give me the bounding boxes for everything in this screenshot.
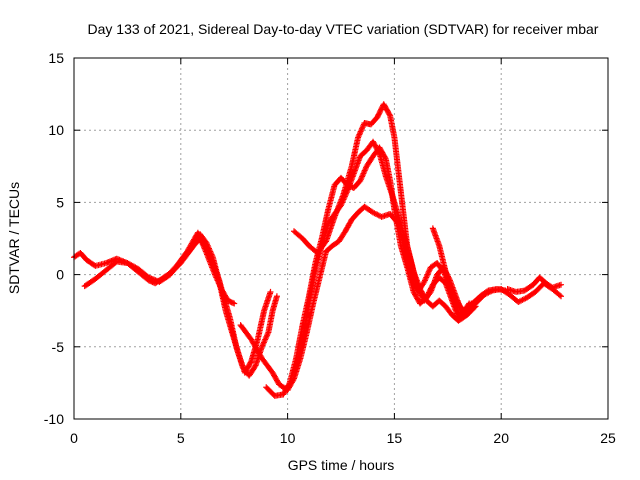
x-axis-label: GPS time / hours	[288, 457, 395, 473]
data-point-marker	[466, 300, 473, 307]
tick-layer: 0 5 10 15 20 25 -10 -5 0 5 10 15	[44, 50, 616, 446]
y-tick-label: -10	[44, 411, 64, 427]
y-tick-label: 0	[56, 267, 64, 283]
data-point-marker	[386, 111, 393, 118]
x-tick-label: 0	[70, 430, 78, 446]
series-7	[291, 101, 479, 324]
series-6	[293, 138, 473, 372]
y-tick-label: 5	[56, 194, 64, 210]
data-point-marker	[465, 301, 472, 308]
data-point-marker	[251, 363, 258, 370]
data-point-marker	[556, 292, 563, 299]
data-point-marker	[267, 288, 274, 295]
series-3	[162, 229, 238, 307]
x-tick-label: 20	[493, 430, 509, 446]
series-4	[237, 203, 509, 394]
x-tick-label: 5	[177, 430, 185, 446]
series-1	[71, 235, 280, 379]
data-point-marker	[286, 381, 293, 388]
data-point-marker	[558, 293, 565, 300]
series-8	[429, 225, 565, 317]
y-tick-label: 15	[48, 50, 64, 66]
x-tick-label: 15	[387, 430, 403, 446]
y-axis-label: SDTVAR / TECUs	[6, 182, 22, 294]
chart-title: Day 133 of 2021, Sidereal Day-to-day VTE…	[88, 21, 599, 37]
x-tick-label: 10	[280, 430, 296, 446]
data-point-marker	[231, 300, 238, 307]
x-tick-label: 25	[600, 430, 616, 446]
series-9	[504, 274, 565, 295]
data-point-marker	[273, 293, 280, 300]
plot-frame	[73, 57, 609, 420]
data-point-marker	[247, 359, 254, 366]
data-point-marker	[558, 281, 565, 288]
data-point-marker	[375, 149, 382, 156]
y-tick-label: -5	[52, 339, 65, 355]
y-tick-label: 10	[48, 122, 64, 138]
series-2	[81, 231, 274, 376]
data-layer	[71, 101, 565, 399]
